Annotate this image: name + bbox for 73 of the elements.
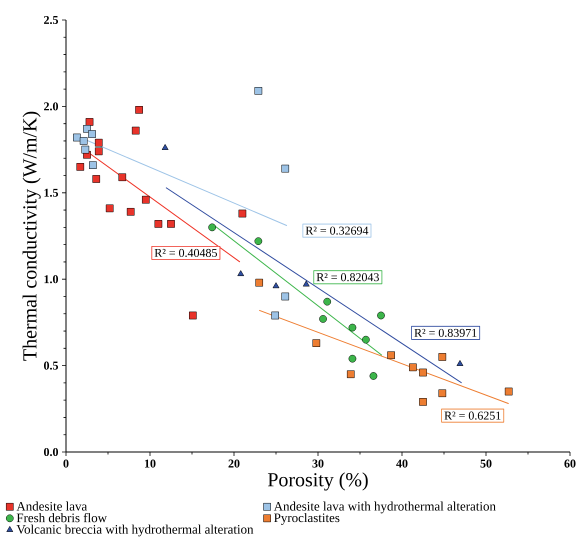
point <box>346 370 355 378</box>
y-tick-label: 0.5 <box>44 362 58 370</box>
y-axis-title: Thermal conductivity (W/m/K) <box>22 112 41 361</box>
x-tick-label: 30 <box>312 460 324 468</box>
point <box>89 161 97 169</box>
y-tick-label: 2.0 <box>44 102 58 110</box>
point <box>132 126 140 134</box>
point <box>118 173 126 182</box>
point <box>323 298 332 306</box>
point <box>272 282 280 288</box>
point <box>88 130 96 138</box>
point <box>387 351 395 360</box>
series-label: R² = 0.6251 <box>444 412 501 420</box>
point <box>237 270 244 276</box>
point <box>208 224 216 232</box>
legend-label: Andesite lava with hydrothermal alteration <box>274 502 496 514</box>
point <box>281 292 290 300</box>
point <box>94 138 103 147</box>
point <box>281 164 290 172</box>
point <box>438 353 446 361</box>
point <box>255 278 264 287</box>
series-label: R² = 0.83971 <box>414 328 476 337</box>
point <box>254 237 262 246</box>
series-label: R² = 0.32694 <box>306 226 368 235</box>
x-tick-label: 10 <box>144 460 156 468</box>
point <box>348 354 356 363</box>
point <box>73 134 81 142</box>
point <box>76 163 84 171</box>
x-tick-label: 40 <box>396 460 408 468</box>
point <box>302 280 310 286</box>
point <box>319 315 327 323</box>
point <box>370 372 378 380</box>
point <box>126 208 135 216</box>
y-tick-label: 0.0 <box>44 448 58 456</box>
x-axis-title: Porosity (%) <box>268 472 368 491</box>
point <box>409 363 417 372</box>
point <box>362 336 370 344</box>
y-tick-label: 1.5 <box>44 188 58 197</box>
point <box>504 388 513 396</box>
point <box>92 175 100 183</box>
x-tick-label: 20 <box>228 460 240 468</box>
point <box>188 312 197 320</box>
point <box>135 106 143 114</box>
point <box>254 86 262 95</box>
point <box>94 147 103 156</box>
point <box>154 220 162 228</box>
x-tick-label: 50 <box>480 460 492 468</box>
x-tick-label: 0 <box>63 460 69 468</box>
point <box>162 144 168 150</box>
y-tick-label: 1.0 <box>44 275 58 284</box>
point <box>377 312 385 320</box>
point <box>81 146 90 154</box>
series-label: R² = 0.82043 <box>316 273 379 282</box>
point <box>80 137 88 145</box>
point <box>142 196 150 204</box>
legend-label: Andesite lava <box>16 502 88 511</box>
series-label: R² = 0.40485 <box>154 248 217 257</box>
point <box>271 312 280 320</box>
point <box>348 324 356 332</box>
legend-label: Volcanic breccia with hydrothermal alteration <box>16 524 254 536</box>
point <box>312 339 320 347</box>
x-tick-label: 60 <box>564 460 576 468</box>
point <box>419 368 427 376</box>
point <box>419 398 427 406</box>
legend-label: Fresh debris flow <box>16 513 107 522</box>
legend-label: Pyroclastites <box>274 513 340 525</box>
point <box>106 204 114 212</box>
point <box>86 118 94 126</box>
point <box>438 389 446 398</box>
point <box>167 220 175 228</box>
y-tick-label: 2.5 <box>44 16 58 24</box>
point <box>238 210 246 218</box>
point <box>456 360 464 366</box>
